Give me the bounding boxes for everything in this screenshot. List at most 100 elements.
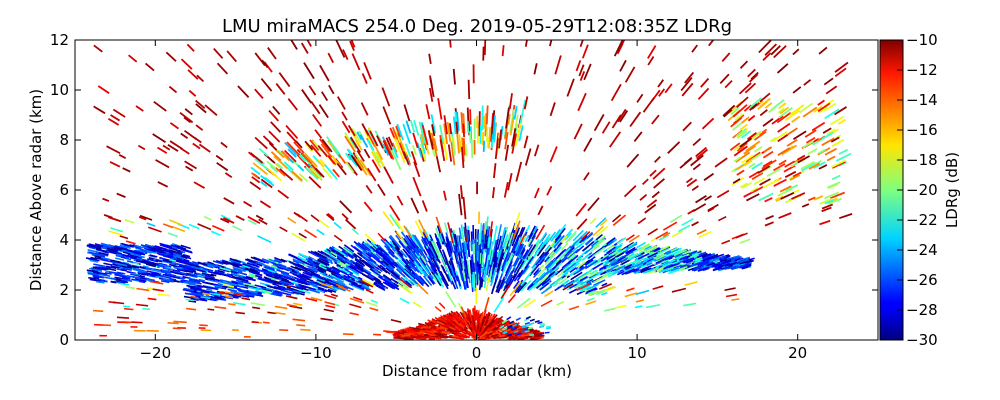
data-cell <box>173 270 187 275</box>
data-cell <box>453 323 463 331</box>
data-cell <box>546 185 553 196</box>
data-cell <box>574 239 582 247</box>
data-cell <box>606 250 616 258</box>
data-cell <box>654 255 667 262</box>
data-cell <box>333 234 343 242</box>
data-cell <box>768 105 777 114</box>
data-cell <box>210 230 221 236</box>
data-cell <box>261 59 269 69</box>
data-cell <box>697 260 710 267</box>
data-cell <box>447 222 454 244</box>
data-cell <box>415 266 423 275</box>
data-cell <box>579 283 587 289</box>
data-cell <box>286 286 295 291</box>
data-cell <box>397 283 411 294</box>
data-cell <box>467 230 471 242</box>
data-cell <box>318 219 330 229</box>
data-cell <box>544 290 554 298</box>
data-cell <box>371 267 380 274</box>
data-cell <box>272 283 279 287</box>
data-cell <box>527 332 533 335</box>
data-cell <box>383 244 393 254</box>
data-cell <box>188 89 197 97</box>
data-cell <box>759 92 771 103</box>
data-cell <box>576 255 584 262</box>
data-cell <box>333 247 346 257</box>
data-cell <box>610 264 618 269</box>
data-cell <box>270 121 282 133</box>
data-cell <box>128 54 138 63</box>
plot-area <box>85 40 853 340</box>
data-cell <box>758 128 768 136</box>
data-cell <box>520 235 527 245</box>
data-cell <box>463 260 468 276</box>
data-cell <box>732 129 743 139</box>
data-cell <box>611 114 622 129</box>
data-cell <box>180 132 189 139</box>
data-cell <box>621 268 635 276</box>
data-cell <box>482 324 490 333</box>
data-cell <box>156 275 163 279</box>
data-cell <box>439 326 445 330</box>
data-cell <box>280 150 289 158</box>
data-cell <box>430 326 437 330</box>
data-cell <box>758 192 774 202</box>
data-cell <box>336 280 346 286</box>
data-cell <box>112 108 126 118</box>
data-cell <box>753 186 764 193</box>
data-cell <box>711 253 725 260</box>
data-cell <box>159 242 173 248</box>
data-cell <box>764 43 778 56</box>
data-cell <box>500 226 507 244</box>
data-cell <box>382 281 394 290</box>
data-cell <box>352 261 364 270</box>
data-cell <box>600 257 612 265</box>
data-cell <box>361 278 376 288</box>
data-cell <box>140 244 148 248</box>
data-cell <box>439 317 448 324</box>
data-cell <box>370 151 382 168</box>
data-cell <box>549 146 558 163</box>
data-cell <box>587 197 600 212</box>
data-cell <box>763 146 773 153</box>
data-cell <box>701 117 715 130</box>
data-cell <box>723 255 731 259</box>
data-cell <box>317 286 325 291</box>
data-cell <box>307 267 318 274</box>
data-cell <box>167 143 179 152</box>
data-cell <box>513 272 521 282</box>
data-cell <box>434 273 445 288</box>
data-cell <box>523 135 529 149</box>
data-cell <box>112 301 125 305</box>
data-cell <box>162 254 172 259</box>
data-cell <box>390 318 402 323</box>
data-cell <box>332 285 346 292</box>
data-cell <box>797 155 810 164</box>
data-cell <box>558 281 567 288</box>
data-cell <box>160 268 171 273</box>
data-cell <box>479 257 483 271</box>
data-cell <box>110 265 120 269</box>
data-cell <box>684 281 698 286</box>
data-cell <box>507 321 516 327</box>
data-cell <box>302 274 310 279</box>
data-cell <box>114 262 128 267</box>
data-cell <box>818 149 826 155</box>
data-cell <box>736 169 745 176</box>
data-cell <box>485 276 490 291</box>
data-cell <box>587 259 597 266</box>
data-cell <box>739 123 748 131</box>
data-cell <box>446 245 452 257</box>
data-cell <box>263 176 273 184</box>
data-cell <box>396 279 410 290</box>
data-cell <box>419 254 427 264</box>
data-cell <box>446 328 453 333</box>
data-cell <box>615 264 623 270</box>
data-cell <box>616 236 627 245</box>
data-cell <box>273 259 281 264</box>
data-cell <box>641 264 654 271</box>
data-cell <box>491 331 499 336</box>
data-cell <box>361 254 369 261</box>
data-cell <box>292 318 306 322</box>
data-cell <box>753 177 766 185</box>
